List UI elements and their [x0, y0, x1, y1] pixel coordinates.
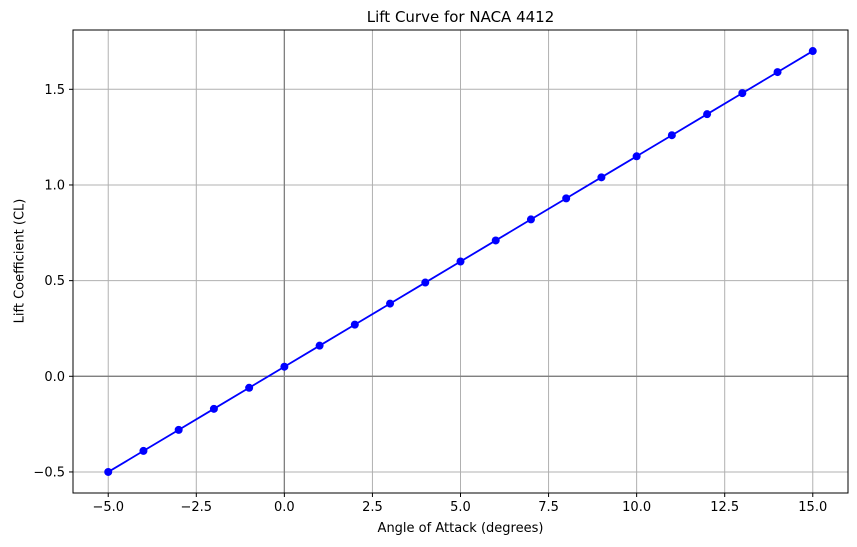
data-point	[738, 89, 747, 98]
data-point	[245, 383, 254, 392]
y-tick-label: 1.0	[44, 178, 65, 193]
data-point	[597, 173, 606, 182]
data-point	[526, 215, 535, 224]
data-point	[562, 194, 571, 203]
data-point	[386, 299, 395, 308]
chart-title: Lift Curve for NACA 4412	[366, 8, 555, 26]
data-point	[104, 467, 113, 476]
x-tick-label: 7.5	[538, 500, 559, 515]
data-point	[421, 278, 430, 287]
data-point	[350, 320, 359, 329]
y-tick-label: −0.5	[33, 465, 65, 480]
y-tick-label: 1.5	[44, 83, 65, 98]
x-axis-label: Angle of Attack (degrees)	[377, 521, 544, 536]
data-point	[280, 362, 289, 371]
data-point	[139, 446, 148, 455]
y-tick-label: 0.0	[44, 370, 65, 385]
data-point	[632, 152, 641, 161]
data-point	[667, 131, 676, 140]
data-point	[209, 404, 218, 413]
data-point	[315, 341, 324, 350]
x-tick-label: 0.0	[274, 500, 295, 515]
x-tick-label: 2.5	[362, 500, 383, 515]
x-tick-label: −2.5	[181, 500, 213, 515]
y-tick-label: 0.5	[44, 274, 65, 289]
data-point	[174, 425, 183, 434]
y-axis-label: Lift Coefficient (CL)	[12, 198, 28, 324]
x-tick-label: −5.0	[92, 500, 124, 515]
data-point	[456, 257, 465, 266]
data-point	[703, 110, 712, 119]
data-point	[808, 47, 817, 56]
x-tick-label: 10.0	[622, 500, 651, 515]
x-tick-label: 15.0	[798, 500, 827, 515]
data-point	[491, 236, 500, 245]
x-tick-label: 5.0	[450, 500, 471, 515]
data-point	[773, 68, 782, 77]
x-tick-label: 12.5	[710, 500, 739, 515]
